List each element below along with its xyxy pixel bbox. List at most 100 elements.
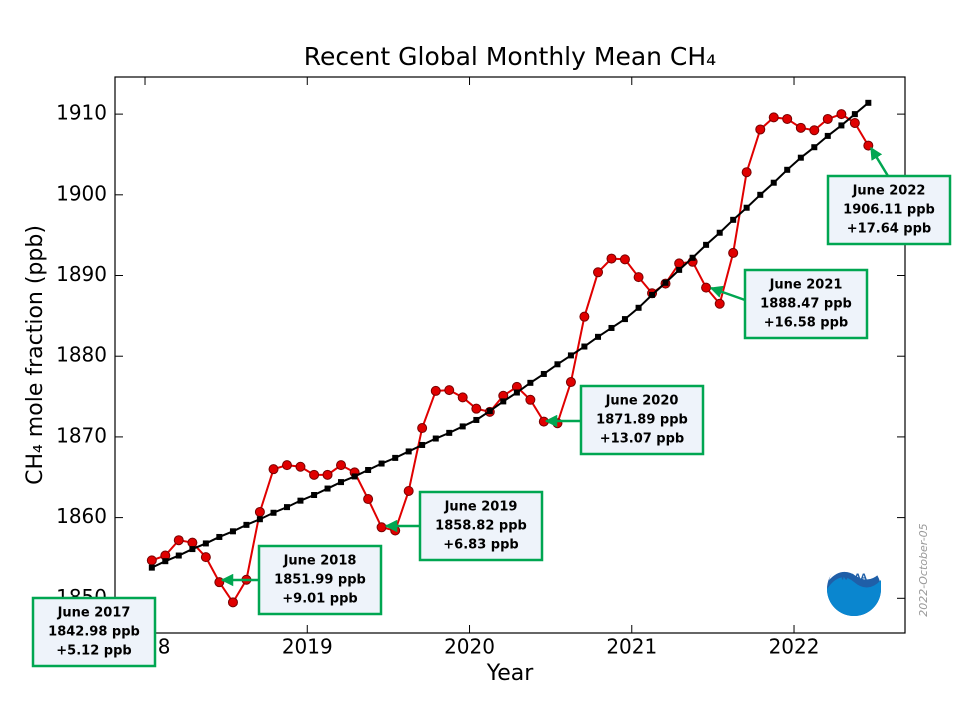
annotation-arrow [709,285,746,302]
trend-marker [324,485,331,492]
trend-marker [297,497,304,504]
trend-marker [554,361,561,368]
data-marker [579,311,590,322]
trend-marker [649,291,656,298]
annotation-layer: June 2017 1842.98 ppb +5.12 ppb June 2018 18… [31,146,952,668]
trend-marker [581,343,588,350]
trend-marker [608,324,615,331]
trend-marker [513,389,520,396]
annotation-arrow [869,146,890,177]
x-tick-label: 2019 [282,635,333,659]
trend-marker [527,379,534,386]
annotation-box [826,174,952,246]
annotation-text: 1851.99 ppb [274,573,366,588]
y-tick-label: 1900 [56,181,107,205]
x-tick-label: 2020 [444,635,495,659]
annotation-box [257,544,383,616]
data-marker [836,109,847,120]
data-marker [173,535,184,546]
data-marker [593,267,604,278]
annotation-text: June 2019 [444,500,518,515]
annotation-text: June 2018 [283,554,357,569]
plot-layer: 1850186018701880189019001910201820192020… [56,77,905,659]
trend-marker [662,279,669,286]
data-marker [822,113,833,124]
trend-marker [621,316,628,323]
data-marker [741,167,752,178]
data-marker [227,597,238,608]
trend-marker [392,454,399,461]
trend-marker [229,528,236,535]
annotation-text: 1888.47 ppb [760,297,852,312]
annotation-text: +9.01 ppb [282,592,357,607]
trend-marker [689,254,696,261]
trend-marker [540,370,547,377]
data-marker [471,403,482,414]
trend-marker [175,552,182,559]
trend-marker [351,473,358,480]
x-tick-label: 2022 [769,635,820,659]
data-marker [795,122,806,133]
y-tick-label: 1890 [56,262,107,286]
annotation-text: 1842.98 ppb [48,625,140,640]
data-marker [376,522,387,533]
trend-marker [676,266,683,273]
data-marker [390,525,401,536]
data-marker [714,298,725,309]
y-tick-label: 1880 [56,343,107,367]
data-marker [525,394,536,405]
data-marker [849,117,860,128]
trend-marker [770,179,777,186]
data-marker [782,113,793,124]
trend-marker [256,516,263,523]
trend-marker [473,416,480,423]
data-marker [281,460,292,471]
data-marker [200,552,211,563]
trend-marker [730,216,737,223]
annotation-box [31,596,157,668]
y-tick-label: 1910 [56,101,107,125]
data-marker [363,494,374,505]
data-marker [309,469,320,480]
data-marker [403,485,414,496]
trend-marker [703,241,710,248]
trend-marker [595,333,602,340]
plot-frame [114,76,906,634]
trend-marker [784,166,791,173]
date-stamp: 2022-October-05 [917,523,930,616]
data-marker [417,423,428,434]
x-axis-label: Year [486,661,535,686]
trend-marker [270,509,277,516]
data-marker [728,247,739,258]
data-marker [768,112,779,123]
annotation-text: June 2021 [769,278,843,293]
trend-marker [811,144,818,151]
trend-marker [743,204,750,211]
trend-marker [148,564,155,571]
data-marker [565,377,576,388]
annotation-text: June 2017 [57,606,131,621]
trend-marker [405,448,412,455]
trend-marker [500,398,507,405]
noaa-logo: NOAA [827,559,881,616]
trend-marker [378,460,385,467]
data-marker [701,282,712,293]
data-marker [430,385,441,396]
trend-marker [419,441,426,448]
trend-marker [338,479,345,486]
trend-marker [311,492,318,499]
trend-marker [838,122,845,129]
data-marker [146,555,157,566]
y-tick-label: 1870 [56,423,107,447]
annotation-text: June 2020 [605,394,679,409]
trend-marker [189,546,196,553]
trend-marker [162,558,169,565]
annotation-text: +16.58 ppb [764,316,848,331]
data-marker [336,460,347,471]
annotation-text: June 2022 [852,184,926,199]
data-marker [633,272,644,283]
series-line [151,113,870,605]
trend-marker [716,229,723,236]
annotation-text: 1871.89 ppb [596,413,688,428]
trend-marker [432,435,439,442]
